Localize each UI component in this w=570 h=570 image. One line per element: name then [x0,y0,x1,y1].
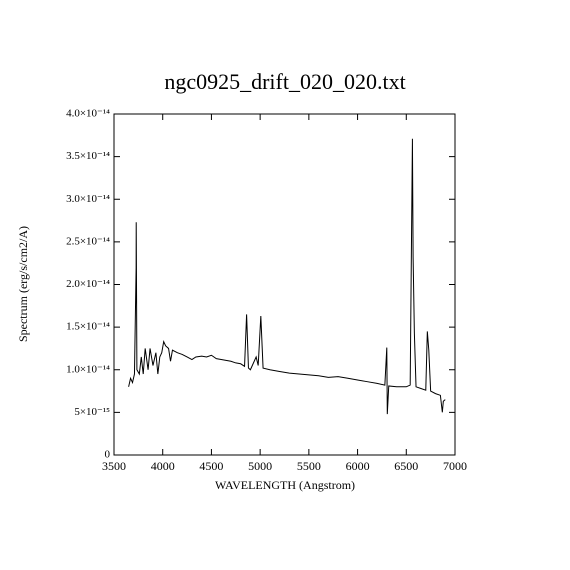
x-tick-label: 6500 [394,459,418,473]
x-tick-label: 4000 [151,459,175,473]
x-axis-label: WAVELENGTH (Angstrom) [215,478,355,492]
x-tick-label: 3500 [102,459,126,473]
y-tick-label: 1.0×10⁻¹⁴ [66,363,110,375]
plot-frame [113,113,456,456]
x-tick-label: 6000 [346,459,370,473]
chart-title: ngc0925_drift_020_020.txt [164,69,405,94]
y-tick-label: 5×10⁻¹⁵ [74,406,110,418]
y-axis-label: Spectrum (erg/s/cm2/A) [16,226,30,342]
x-tick-label: 4500 [199,459,223,473]
y-tick-label: 3.0×10⁻¹⁴ [66,193,110,205]
y-tick-label: 0 [105,449,111,461]
y-tick-label: 1.5×10⁻¹⁴ [66,321,110,333]
y-tick-label: 3.5×10⁻¹⁴ [66,150,110,162]
x-tick-label: 5500 [297,459,321,473]
y-tick-label: 4.0×10⁻¹⁴ [66,108,110,120]
x-tick-label: 7000 [443,459,467,473]
spectrum-line [128,138,446,415]
y-tick-label: 2.0×10⁻¹⁴ [66,278,110,290]
x-tick-label: 5000 [248,459,272,473]
y-tick-label: 2.5×10⁻¹⁴ [66,235,110,247]
